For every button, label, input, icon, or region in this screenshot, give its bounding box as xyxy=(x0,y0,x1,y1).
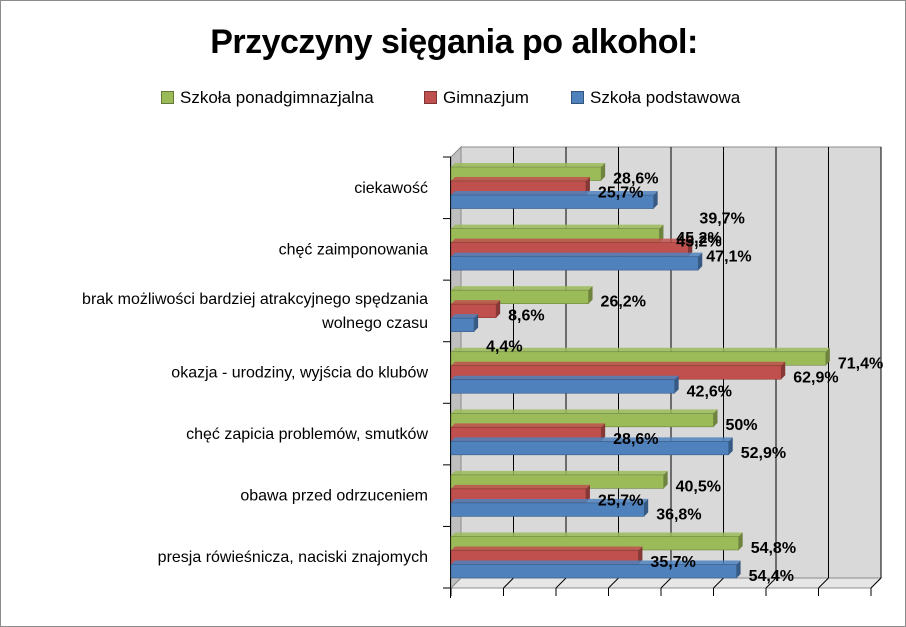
data-label: 25,7% xyxy=(598,185,643,202)
category-label: chęć zaimponowania xyxy=(279,241,429,258)
bar-top-face xyxy=(451,498,649,503)
gridline-floor xyxy=(660,577,672,589)
bar-end-face xyxy=(738,532,743,550)
gridline-floor xyxy=(765,577,777,589)
bar-end-face xyxy=(474,314,479,332)
legend-item-szkola-podstawowa: Szkoła podstawowa xyxy=(571,88,740,108)
chart-legend: Szkoła ponadgimnazjalna Gimnazjum Szkoła… xyxy=(1,88,906,110)
gridline-floor xyxy=(818,577,829,589)
gridline-floor xyxy=(870,577,882,589)
legend-swatch-szkola-podstawowa xyxy=(571,91,584,104)
bar-top-face xyxy=(451,300,501,305)
bar-top-face xyxy=(451,177,590,182)
bar-top-face xyxy=(451,238,693,243)
data-label: 8,6% xyxy=(508,308,544,325)
bar-end-face xyxy=(781,361,786,380)
bar-top-face xyxy=(451,314,479,319)
bar-end-face xyxy=(644,498,649,517)
bar xyxy=(450,317,475,332)
bar-end-face xyxy=(825,347,830,366)
data-label: 54,4% xyxy=(749,568,794,585)
bar-end-face xyxy=(585,177,590,195)
data-label: 25,7% xyxy=(598,492,643,509)
gridline-floor xyxy=(713,577,724,589)
bar-end-face xyxy=(659,224,664,243)
legend-label-szkola-podstawowa: Szkoła podstawowa xyxy=(590,88,741,107)
bar-end-face xyxy=(674,375,679,394)
data-label: 39,7% xyxy=(699,211,744,228)
bar-top-face xyxy=(451,532,743,537)
legend-label-gimnazjum: Gimnazjum xyxy=(443,88,529,107)
data-label: 54,8% xyxy=(751,540,796,557)
data-label: 42,6% xyxy=(687,383,732,400)
bar-top-face xyxy=(451,224,664,229)
bar-top-face xyxy=(451,437,733,442)
category-label: brak możliwości bardziej atrakcyjnego sp… xyxy=(82,291,428,308)
chart-title: Przyczyny sięgania po alkohol: xyxy=(210,23,698,61)
bar-end-face xyxy=(663,470,668,489)
category-label: presja rówieśnicza, naciski znajomych xyxy=(158,549,428,566)
legend-swatch-szkola-ponadgimnazjalna xyxy=(161,91,174,104)
bar-end-face xyxy=(698,252,703,271)
bar-top-face xyxy=(451,470,668,475)
data-label: 36,8% xyxy=(656,506,701,523)
bar-top-face xyxy=(451,347,830,352)
bar-top-face xyxy=(451,409,718,414)
gridline-floor xyxy=(503,577,514,589)
bar-end-face xyxy=(588,286,593,304)
gridline-floor xyxy=(555,577,567,589)
bar-end-face xyxy=(585,484,590,503)
legend-swatch-gimnazjum xyxy=(424,91,437,104)
data-label: 71,4% xyxy=(838,355,883,372)
category-label: chęć zapicia problemów, smutków xyxy=(186,426,428,443)
bar-end-face xyxy=(713,409,718,427)
bar-top-face xyxy=(451,361,786,366)
data-label: 40,5% xyxy=(676,478,721,495)
bar-top-face xyxy=(451,484,590,489)
bar-end-face xyxy=(496,300,501,318)
data-label: 28,6% xyxy=(613,431,658,448)
bar-end-face xyxy=(736,560,741,578)
data-label: 4,4% xyxy=(486,339,522,356)
data-label: 35,7% xyxy=(650,554,695,571)
bar-top-face xyxy=(451,546,643,551)
category-label: wolnego czasu xyxy=(321,315,428,332)
category-label: okazja - urodziny, wyjścia do klubów xyxy=(171,365,428,382)
bar-end-face xyxy=(601,423,606,441)
data-label: 52,9% xyxy=(741,445,786,462)
bar-end-face xyxy=(653,191,658,209)
bar-top-face xyxy=(451,163,606,168)
bar-top-face xyxy=(451,423,606,428)
data-label: 26,2% xyxy=(601,294,646,311)
data-label: 45,2% xyxy=(676,230,721,247)
bar-top-face xyxy=(451,191,658,196)
data-label: 47,1% xyxy=(706,249,751,266)
data-label: 50% xyxy=(726,417,758,434)
bar-end-face xyxy=(688,238,693,257)
bar-top-face xyxy=(451,375,679,380)
gridline-floor xyxy=(608,577,619,589)
data-label: 28,6% xyxy=(613,171,658,188)
category-label: obawa przed odrzuceniem xyxy=(240,488,428,505)
bar-top-face xyxy=(451,286,593,291)
bar-end-face xyxy=(728,437,733,455)
category-label: ciekawość xyxy=(354,180,428,197)
bar-end-face xyxy=(638,546,643,564)
legend-item-gimnazjum: Gimnazjum xyxy=(424,88,529,108)
bar-top-face xyxy=(451,560,741,565)
bar xyxy=(450,379,675,394)
bar-end-face xyxy=(601,163,606,181)
data-label: 45,2% xyxy=(676,234,721,251)
legend-label-szkola-ponadgimnazjalna: Szkoła ponadgimnazjalna xyxy=(180,88,374,107)
bar xyxy=(450,256,699,271)
data-label: 62,9% xyxy=(793,369,838,386)
legend-item-szkola-ponadgimnazjalna: Szkoła ponadgimnazjalna xyxy=(161,88,374,108)
bar xyxy=(450,441,730,456)
bar-top-face xyxy=(451,252,703,257)
